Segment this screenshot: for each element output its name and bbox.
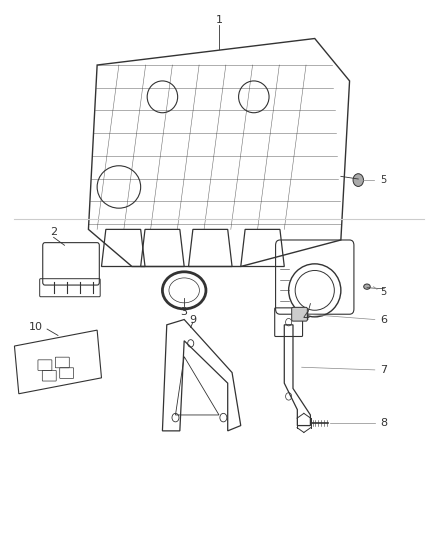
Text: 5: 5 — [380, 175, 386, 185]
Text: 6: 6 — [380, 314, 387, 325]
Text: 1: 1 — [215, 15, 223, 25]
Text: 3: 3 — [181, 306, 187, 317]
Text: 10: 10 — [29, 322, 43, 333]
FancyBboxPatch shape — [292, 308, 307, 321]
Text: 9: 9 — [189, 314, 197, 325]
Text: 5: 5 — [380, 287, 386, 297]
Text: 7: 7 — [380, 365, 387, 375]
Text: 2: 2 — [50, 227, 57, 237]
Text: 8: 8 — [380, 418, 387, 428]
Text: 4: 4 — [303, 312, 310, 322]
Circle shape — [353, 174, 364, 187]
Ellipse shape — [364, 284, 370, 289]
